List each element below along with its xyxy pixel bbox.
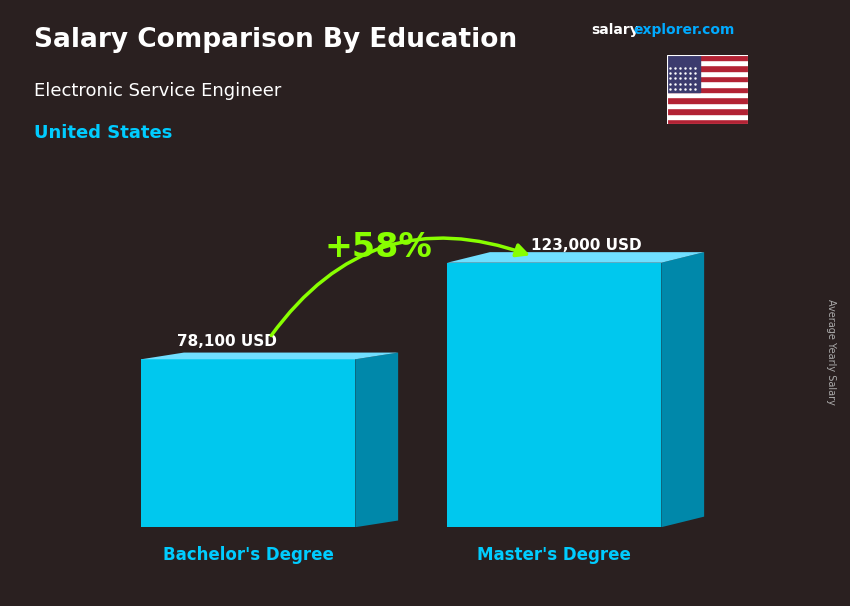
Bar: [667, 119, 748, 124]
Text: 78,100 USD: 78,100 USD: [177, 335, 277, 349]
Text: Average Yearly Salary: Average Yearly Salary: [826, 299, 836, 404]
Polygon shape: [661, 252, 704, 527]
Bar: [667, 60, 748, 65]
Bar: [667, 55, 748, 60]
Text: +58%: +58%: [325, 231, 432, 264]
Polygon shape: [447, 263, 661, 527]
Polygon shape: [447, 252, 704, 263]
Bar: [667, 71, 748, 76]
Bar: [667, 98, 748, 103]
Bar: [667, 55, 700, 92]
Text: 123,000 USD: 123,000 USD: [531, 238, 642, 253]
Text: Electronic Service Engineer: Electronic Service Engineer: [34, 82, 281, 100]
Bar: [667, 76, 748, 81]
Bar: [667, 65, 748, 71]
Bar: [667, 108, 748, 113]
Bar: [667, 113, 748, 119]
Text: United States: United States: [34, 124, 173, 142]
Polygon shape: [141, 353, 398, 359]
Bar: [667, 81, 748, 87]
Bar: [667, 92, 748, 98]
Polygon shape: [355, 353, 398, 527]
Bar: [667, 103, 748, 108]
Text: explorer.com: explorer.com: [633, 23, 734, 37]
Bar: [667, 87, 748, 92]
Text: Bachelor's Degree: Bachelor's Degree: [162, 545, 334, 564]
Text: Salary Comparison By Education: Salary Comparison By Education: [34, 27, 517, 53]
Text: salary: salary: [591, 23, 638, 37]
Polygon shape: [141, 359, 355, 527]
Text: Master's Degree: Master's Degree: [477, 545, 632, 564]
